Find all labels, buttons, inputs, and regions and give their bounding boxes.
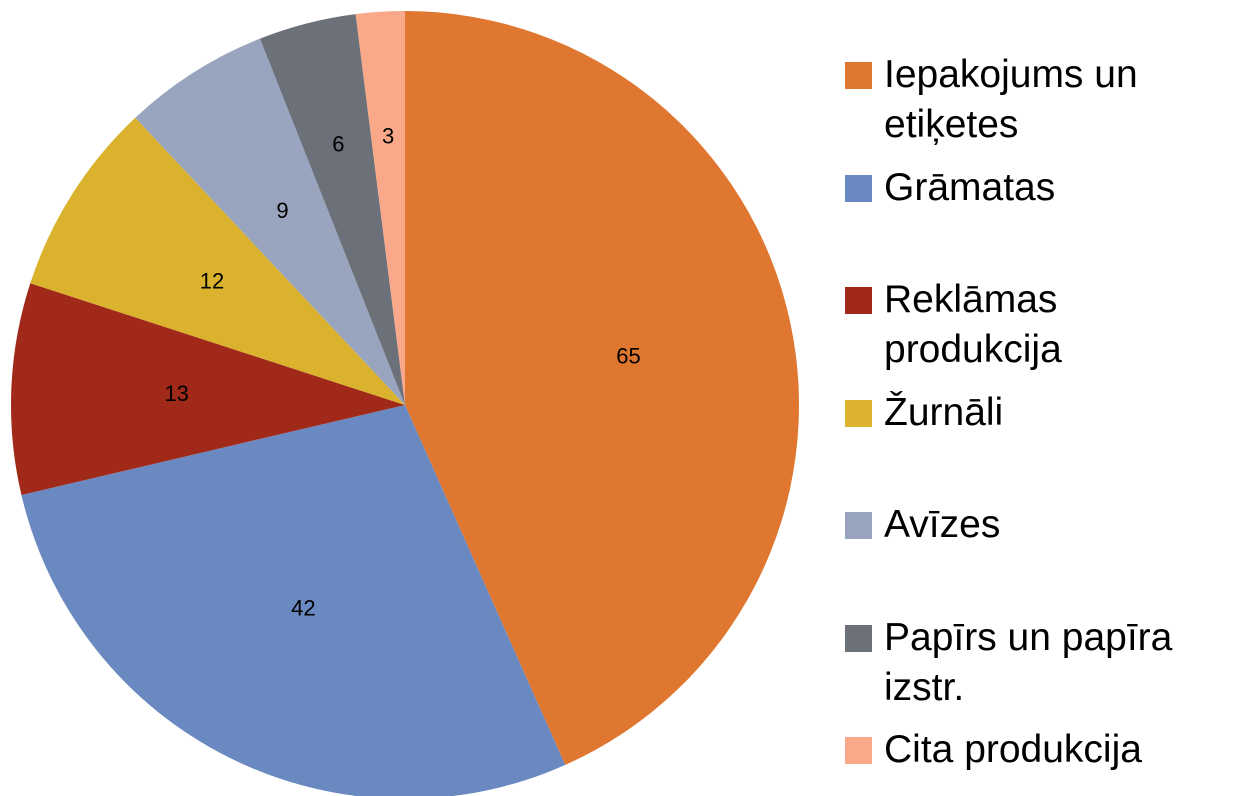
data-label: 9 (276, 198, 288, 223)
legend-swatch (845, 624, 872, 652)
data-label: 6 (332, 131, 344, 156)
legend-swatch (845, 512, 872, 539)
legend-swatch (845, 399, 872, 427)
pie-slice (135, 38, 405, 406)
legend-item: Papīrs un papīra izstr. (845, 613, 1243, 713)
pie-slice (405, 11, 799, 765)
legend-label: Avīzes (884, 503, 1001, 546)
legend-item: Iepakojums un etiķetes (845, 50, 1243, 150)
pie-slice (355, 11, 405, 405)
pie-slice (21, 405, 566, 796)
legend-item: Žurnāli (845, 388, 1243, 438)
legend-item: Reklāmas produkcija (845, 275, 1243, 375)
legend-item: Avīzes (845, 500, 1243, 550)
data-label: 42 (291, 596, 315, 621)
legend-swatch (845, 287, 872, 314)
legend-item: Cita produkcija (845, 725, 1243, 775)
legend-swatch (845, 174, 872, 202)
pie-slice (11, 283, 405, 495)
legend-label: Iepakojums un etiķetes (884, 53, 1138, 146)
pie-slice (30, 117, 406, 405)
legend-swatch (845, 62, 872, 89)
data-label: 65 (616, 343, 640, 368)
chart: 65 42 13 12 9 6 3 (11, 11, 799, 796)
legend-label: Reklāmas produkcija (884, 278, 1062, 371)
data-label: 13 (164, 381, 188, 406)
legend-label: Grāmatas (884, 165, 1056, 209)
legend-label: Žurnāli (884, 390, 1004, 434)
legend-label: Papīrs un papīra izstr. (884, 615, 1173, 709)
legend-item: Grāmatas (845, 163, 1243, 213)
legend-label: Cita produkcija (884, 728, 1142, 771)
legend: Iepakojums un etiķetes Grāmatas Reklāmas p… (845, 0, 1243, 796)
pie-slice (259, 14, 405, 405)
legend-swatch (845, 737, 872, 764)
data-label: 3 (382, 123, 394, 148)
data-label: 12 (200, 268, 224, 293)
